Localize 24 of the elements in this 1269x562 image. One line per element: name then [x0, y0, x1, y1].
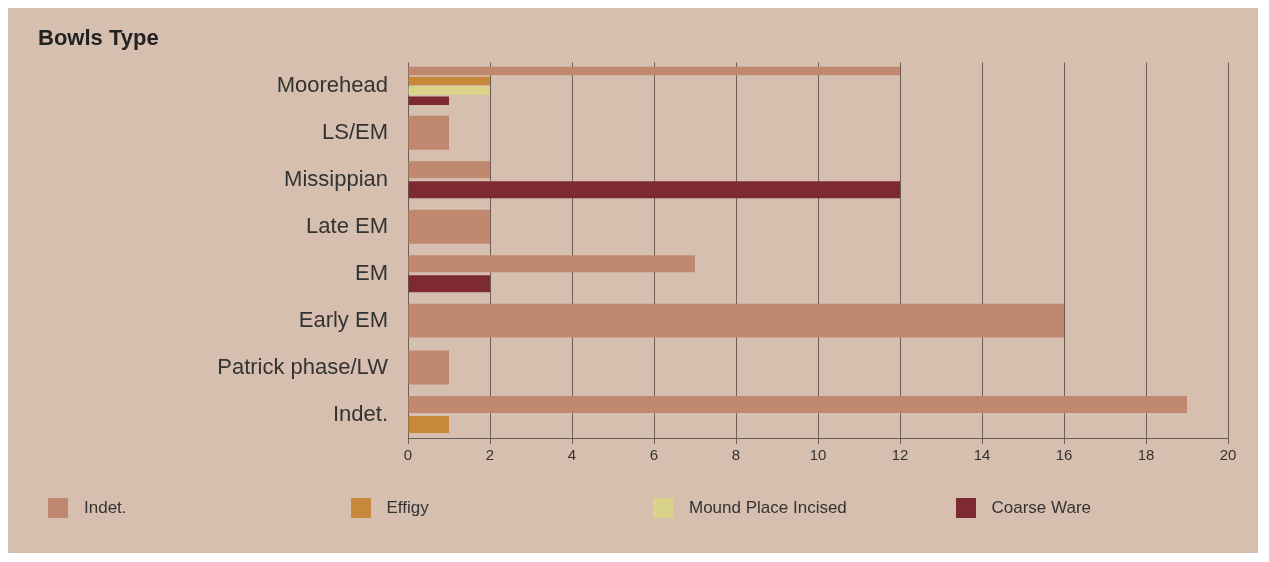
x-tick-label: 16 — [1055, 446, 1073, 464]
x-tick-label: 14 — [973, 446, 991, 464]
y-tick-label: Indet. — [332, 400, 388, 426]
y-tick-label: Moorehead — [276, 71, 388, 97]
x-tick-label: 0 — [403, 446, 413, 464]
legend-label: Effigy — [386, 498, 429, 518]
x-tick-label: 12 — [891, 446, 909, 464]
y-tick-label: Patrick phase/LW — [217, 353, 389, 379]
y-tick-label: EM — [355, 259, 388, 285]
y-tick-label: Early EM — [298, 306, 388, 332]
x-tick-label: 2 — [485, 446, 495, 464]
text: Bowls Type — [38, 25, 159, 51]
legend-label: Mound Place Incised — [689, 498, 847, 518]
x-tick-label: 8 — [731, 446, 741, 464]
x-tick-label: 10 — [809, 446, 827, 464]
legend-label: Indet. — [84, 498, 127, 518]
x-tick-label: 4 — [567, 446, 577, 464]
x-tick-label: 20 — [1219, 446, 1237, 464]
y-tick-label: LS/EM — [321, 118, 388, 144]
x-tick-label: 18 — [1137, 446, 1155, 464]
x-tick-label: 6 — [649, 446, 659, 464]
y-tick-label: Late EM — [306, 212, 388, 238]
y-tick-label: Missippian — [284, 165, 388, 191]
legend-label: Coarse Ware — [991, 498, 1092, 518]
